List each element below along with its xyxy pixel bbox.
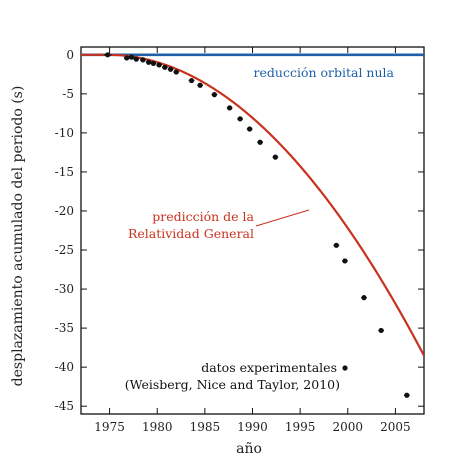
y-tick-label: -40: [55, 360, 74, 374]
y-tick-label: -45: [55, 399, 74, 413]
y-tick-label: -25: [55, 243, 74, 257]
y-tick-label: -10: [55, 126, 74, 140]
x-tick-label: 1980: [142, 420, 173, 434]
gr-prediction-label-line1: predicción de la: [152, 209, 254, 224]
data-point: [124, 55, 130, 61]
ticks: 1975 1980 1985 1990 1995 2000 2005 0 -5 -10 -15 -20…: [55, 47, 424, 434]
data-point: [140, 57, 146, 63]
data-point: [105, 52, 111, 58]
x-axis-label: año: [236, 441, 262, 457]
x-tick-label: 1985: [190, 420, 221, 434]
series: [81, 52, 424, 398]
data-point: [211, 92, 217, 98]
data-point: [173, 69, 179, 75]
data-point: [361, 295, 367, 301]
data-point: [197, 82, 203, 88]
data-point: [257, 139, 263, 145]
y-tick-label: -35: [55, 321, 74, 335]
gr-prediction-curve: [81, 53, 424, 357]
gr-prediction-label-line2: Relatividad General: [128, 226, 254, 241]
y-tick-label: -20: [55, 204, 74, 218]
y-axis-label: desplazamiento acumulado del periodo (s): [10, 86, 26, 387]
legend-data-marker: [342, 365, 348, 371]
data-point: [133, 56, 139, 62]
x-tick-label: 2005: [380, 420, 411, 434]
y-tick-label: -15: [55, 165, 74, 179]
x-tick-label: 1975: [94, 420, 125, 434]
data-point: [227, 105, 233, 111]
y-tick-label: -5: [62, 87, 74, 101]
data-point: [167, 66, 174, 72]
data-point: [156, 62, 162, 68]
gr-prediction-pointer: [255, 209, 310, 227]
y-tick-label: -30: [55, 282, 74, 296]
data-point: [162, 64, 168, 70]
data-point: [378, 327, 384, 334]
y-tick-label: 0: [66, 48, 74, 62]
x-tick-label: 2000: [333, 420, 364, 434]
zero-decay-label: reducción orbital nula: [254, 65, 395, 80]
data-point: [237, 116, 243, 122]
data-point: [342, 258, 348, 264]
legend-data-label: datos experimentales: [201, 360, 337, 375]
data-point: [146, 59, 152, 65]
data-point: [128, 54, 135, 60]
data-point: [272, 154, 278, 160]
x-tick-label: 1990: [237, 420, 268, 434]
data-point: [150, 60, 157, 66]
legend-citation: (Weisberg, Nice and Taylor, 2010): [125, 377, 340, 392]
data-point: [247, 126, 253, 132]
x-tick-label: 1995: [285, 420, 316, 434]
data-point: [188, 77, 195, 84]
data-point: [333, 242, 339, 248]
data-point: [404, 392, 410, 398]
